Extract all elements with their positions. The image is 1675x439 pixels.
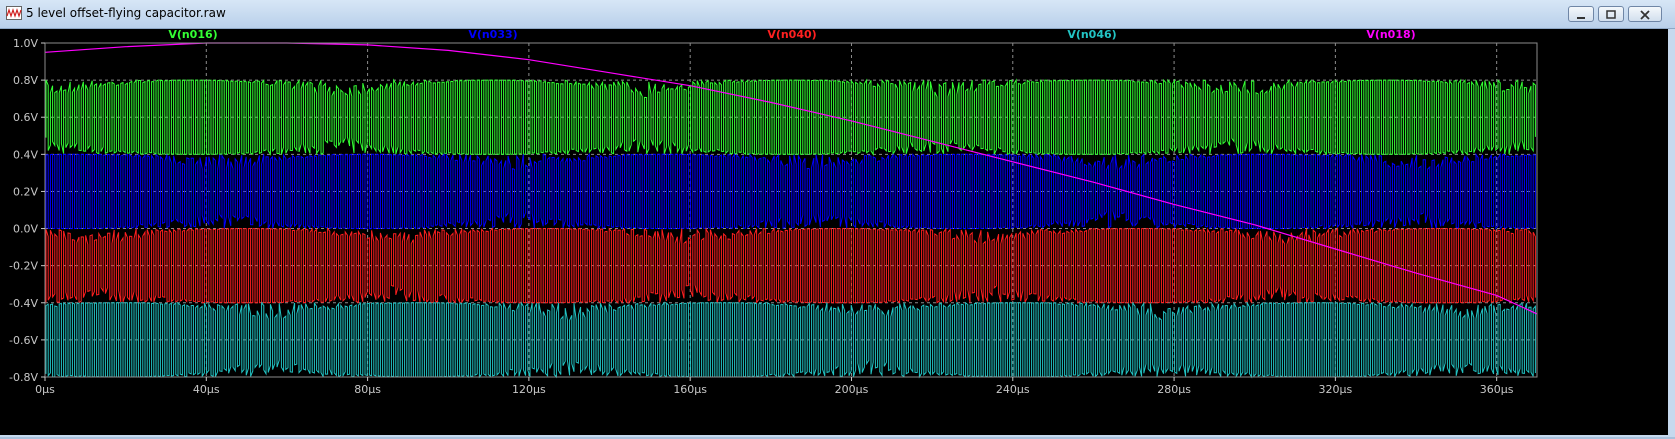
waveform-chart[interactable]: 1.0V 0.8V 0.6V 0.4V 0.2V 0.0V -0.2V -0.4V -0.6V -…: [0, 28, 1670, 435]
x-tick-label: 320µs: [1319, 383, 1353, 396]
close-button[interactable]: [1628, 6, 1662, 22]
legend-label-vn046: V(n046): [1067, 29, 1116, 41]
y-tick-label: 0.4V: [13, 148, 38, 161]
y-tick-label: 0.8V: [13, 74, 38, 87]
x-tick-label: 120µs: [512, 383, 546, 396]
x-tick-label: 360µs: [1480, 383, 1514, 396]
axes: 1.0V 0.8V 0.6V 0.4V 0.2V 0.0V -0.2V -0.4V -0.6V -…: [9, 37, 1538, 396]
maximize-icon: [1606, 10, 1616, 19]
x-tick-label: 280µs: [1157, 383, 1191, 396]
y-tick-label: -0.4V: [9, 297, 38, 310]
legend-label-vn040: V(n040): [767, 29, 816, 41]
x-tick-label: 240µs: [996, 383, 1030, 396]
y-tick-label: 0.2V: [13, 185, 38, 198]
minimize-button[interactable]: [1568, 6, 1594, 22]
y-tick-label: -0.8V: [9, 371, 38, 384]
y-tick-label: -0.6V: [9, 334, 38, 347]
x-tick-label: 80µs: [354, 383, 381, 396]
window-title: 5 level offset-flying capacitor.raw: [26, 6, 226, 20]
x-tick-label: 0µs: [35, 383, 55, 396]
legend-label-vn016: V(n016): [168, 29, 217, 41]
y-tick-label: 1.0V: [13, 37, 38, 50]
x-tick-label: 40µs: [193, 383, 220, 396]
y-tick-label: -0.2V: [9, 260, 38, 273]
waveform-app-icon: [6, 6, 22, 20]
close-icon: [1640, 10, 1650, 20]
series-vn033-trace: [45, 152, 1536, 230]
plot-frame: [44, 42, 1538, 378]
legend: V(n016) V(n033) V(n040) V(n046) V(n018): [168, 28, 1415, 41]
legend-label-vn018: V(n018): [1366, 29, 1415, 41]
y-tick-label: 0.0V: [13, 223, 38, 236]
y-tick-label: 0.6V: [13, 111, 38, 124]
plot-area[interactable]: 1.0V 0.8V 0.6V 0.4V 0.2V 0.0V -0.2V -0.4V -0.6V -…: [0, 28, 1670, 435]
series-vn040-trace: [45, 227, 1536, 305]
minimize-icon: [1577, 17, 1585, 19]
window-edge: [1668, 29, 1675, 435]
title-bar[interactable]: 5 level offset-flying capacitor.raw: [0, 0, 1675, 29]
maximize-button[interactable]: [1598, 6, 1624, 22]
x-tick-label: 200µs: [835, 383, 869, 396]
series-vn046-trace: [45, 301, 1536, 379]
series-vn016-trace: [45, 78, 1536, 157]
series-layer: [44, 42, 1538, 379]
x-tick-label: 160µs: [673, 383, 707, 396]
legend-label-vn033: V(n033): [468, 29, 517, 41]
